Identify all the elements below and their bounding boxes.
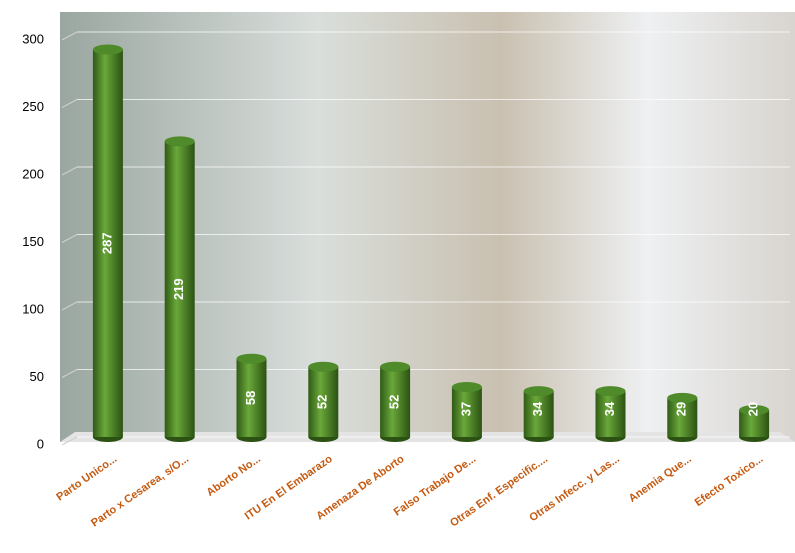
x-tick-label: Parto Unico...	[54, 453, 119, 503]
y-tick-label: 100	[22, 301, 44, 316]
value-label: 34	[602, 401, 617, 416]
value-label: 34	[530, 401, 545, 416]
bar-top	[451, 382, 482, 393]
grid-line	[61, 436, 78, 446]
value-label: 37	[458, 402, 473, 416]
bar-top	[595, 386, 626, 397]
bar-top	[164, 136, 195, 147]
bar-top	[380, 361, 411, 372]
value-label: 219	[171, 278, 186, 300]
bar	[595, 391, 626, 437]
y-tick-label: 0	[37, 436, 44, 451]
bar-top	[236, 353, 267, 364]
value-label: 52	[315, 395, 330, 409]
value-label: 52	[387, 395, 402, 409]
bar	[164, 141, 195, 437]
bar	[236, 358, 267, 437]
value-label: 58	[243, 391, 258, 405]
y-tick-label: 300	[22, 31, 44, 46]
bar	[92, 49, 123, 438]
bar-top	[667, 392, 698, 403]
bar	[523, 391, 554, 437]
x-tick-label: Anemia Que...	[627, 453, 694, 505]
grid-line	[61, 166, 78, 176]
bar	[380, 366, 411, 437]
bar-top	[92, 44, 123, 55]
bar	[308, 366, 339, 437]
y-tick-label: 250	[22, 99, 44, 114]
grid-line	[61, 234, 78, 243]
x-tick-label: Aborto No...	[204, 453, 262, 499]
bar-top	[523, 386, 554, 397]
y-tick-label: 50	[30, 369, 44, 384]
grid-line	[61, 31, 78, 41]
grid-line	[61, 99, 78, 108]
value-label: 287	[99, 232, 114, 254]
grid-line	[61, 369, 78, 378]
bar-top	[308, 361, 339, 372]
bar	[667, 397, 698, 437]
grid-line	[61, 301, 78, 311]
y-tick-label: 200	[22, 166, 44, 181]
bar	[451, 387, 482, 437]
value-label: 20	[746, 402, 761, 416]
y-tick-label: 150	[22, 234, 44, 249]
value-label: 29	[674, 402, 689, 416]
bar-top	[739, 405, 770, 415]
x-tick-label: Efecto Toxico...	[693, 453, 766, 509]
